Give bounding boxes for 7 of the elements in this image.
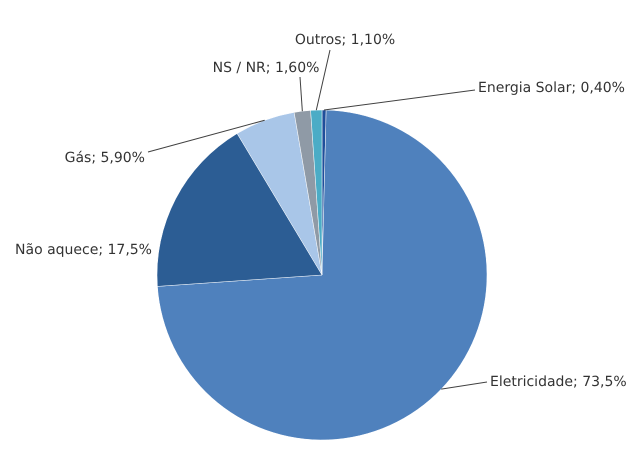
- slice-label: Gás; 5,90%: [64, 150, 145, 166]
- slice-label: NS / NR; 1,60%: [212, 60, 320, 76]
- slice-label: Outros; 1,10%: [294, 32, 396, 48]
- slice-label: Eletricidade; 73,5%: [490, 374, 627, 390]
- slice-label: Energia Solar; 0,40%: [478, 80, 625, 96]
- pie-slice: [157, 110, 488, 440]
- slice-label: Não aquece; 17,5%: [15, 242, 152, 258]
